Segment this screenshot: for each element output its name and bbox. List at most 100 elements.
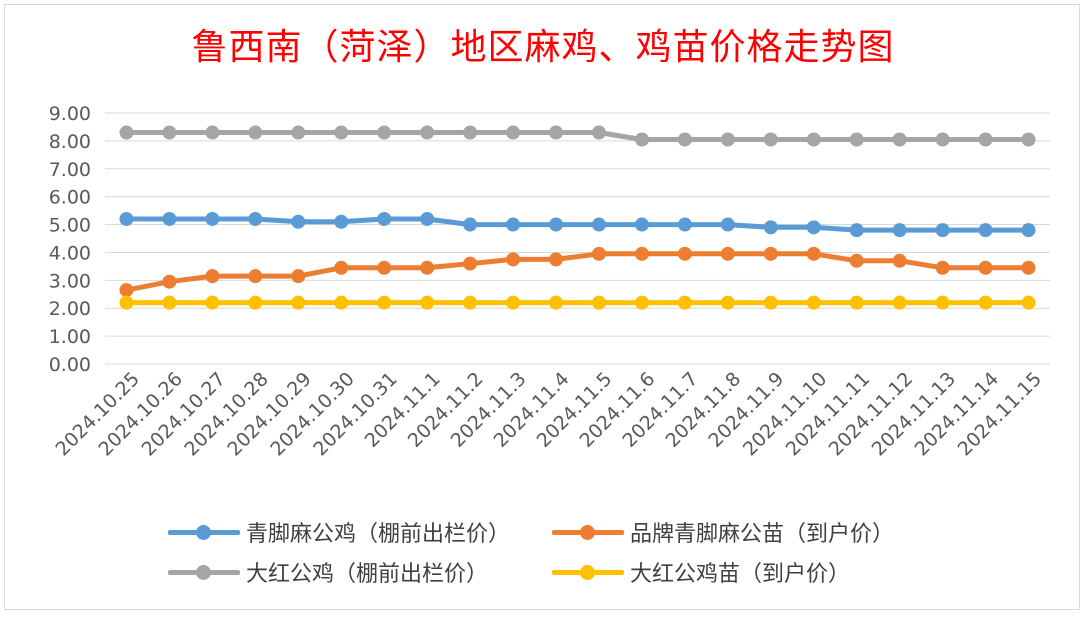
series-line-1 xyxy=(124,251,1031,293)
series-0-point-5 xyxy=(334,214,349,229)
y-tick-label-3: 3.00 xyxy=(49,270,91,292)
series-2-point-16 xyxy=(806,132,821,147)
series-3-point-17 xyxy=(849,295,864,310)
series-0-point-17 xyxy=(849,223,864,238)
series-0-point-6 xyxy=(377,211,392,226)
series-1-point-11 xyxy=(591,246,606,261)
series-1-point-18 xyxy=(892,253,907,268)
legend-swatch-series-0 xyxy=(168,518,240,546)
series-3-point-16 xyxy=(806,295,821,310)
legend-swatch-series-1 xyxy=(552,518,624,546)
series-2-point-3 xyxy=(248,125,263,140)
legend-item-series-1: 品牌青脚麻公苗（到户价） xyxy=(552,518,894,547)
series-3-point-0 xyxy=(119,295,134,310)
series-2-point-0 xyxy=(119,125,134,140)
series-3-point-12 xyxy=(634,295,649,310)
series-2-point-7 xyxy=(420,125,435,140)
series-2-point-6 xyxy=(377,125,392,140)
series-2-point-9 xyxy=(506,125,521,140)
series-3-point-18 xyxy=(892,295,907,310)
y-tick-label-6: 6.00 xyxy=(49,187,91,209)
series-1-point-16 xyxy=(806,246,821,261)
series-0-point-9 xyxy=(506,217,521,232)
series-2-point-1 xyxy=(162,125,177,140)
series-1-point-4 xyxy=(291,269,306,284)
series-3-point-19 xyxy=(935,295,950,310)
series-1-point-19 xyxy=(935,260,950,275)
series-0-point-10 xyxy=(549,217,564,232)
series-3-point-5 xyxy=(334,295,349,310)
legend-swatch-series-3 xyxy=(552,558,624,586)
legend-swatch-series-2 xyxy=(168,558,240,586)
series-0-point-11 xyxy=(591,217,606,232)
series-0-point-19 xyxy=(935,223,950,238)
series-2-point-20 xyxy=(978,132,993,147)
y-tick-label-8: 8.00 xyxy=(49,131,91,153)
series-0-point-7 xyxy=(420,211,435,226)
legend-item-series-0: 青脚麻公鸡（棚前出栏价） xyxy=(168,518,510,547)
series-1-point-20 xyxy=(978,260,993,275)
series-1-point-5 xyxy=(334,260,349,275)
series-1-point-17 xyxy=(849,253,864,268)
series-1-point-2 xyxy=(205,269,220,284)
series-3-point-21 xyxy=(1021,295,1036,310)
series-0-point-3 xyxy=(248,211,263,226)
series-3-point-4 xyxy=(291,295,306,310)
series-1-point-7 xyxy=(420,260,435,275)
series-2-point-15 xyxy=(763,132,778,147)
series-1-point-9 xyxy=(506,252,521,267)
series-0-point-2 xyxy=(205,211,220,226)
series-0-point-16 xyxy=(806,220,821,235)
legend-label-series-2: 大红公鸡（棚前出栏价） xyxy=(246,562,489,587)
series-3-point-14 xyxy=(720,295,735,310)
series-3-point-6 xyxy=(377,295,392,310)
series-0-point-12 xyxy=(634,217,649,232)
series-2-point-5 xyxy=(334,125,349,140)
series-1-point-6 xyxy=(377,260,392,275)
series-2-point-8 xyxy=(463,125,478,140)
chart-title: 鲁西南（菏泽）地区麻鸡、鸡苗价格走势图 xyxy=(191,27,895,68)
series-line-0 xyxy=(124,216,1031,233)
legend-label-series-3: 大红公鸡苗（到户价） xyxy=(630,562,851,587)
series-3-point-20 xyxy=(978,295,993,310)
series-2-point-19 xyxy=(935,132,950,147)
series-0-point-15 xyxy=(763,220,778,235)
series-1-point-13 xyxy=(677,246,692,261)
series-0-point-14 xyxy=(720,217,735,232)
series-1-point-1 xyxy=(162,274,177,289)
series-3-point-8 xyxy=(463,295,478,310)
y-tick-label-1: 1.00 xyxy=(49,326,91,348)
series-3-point-3 xyxy=(248,295,263,310)
series-1-point-10 xyxy=(549,252,564,267)
series-line-2 xyxy=(124,130,1031,142)
legend-item-series-2: 大红公鸡（棚前出栏价） xyxy=(168,558,489,587)
series-3-point-13 xyxy=(677,295,692,310)
series-2-point-4 xyxy=(291,125,306,140)
series-0-point-4 xyxy=(291,214,306,229)
series-3-point-10 xyxy=(549,295,564,310)
series-0-point-1 xyxy=(162,211,177,226)
series-2-point-17 xyxy=(849,132,864,147)
series-3-point-7 xyxy=(420,295,435,310)
series-3-point-15 xyxy=(763,295,778,310)
series-1-point-8 xyxy=(463,256,478,271)
series-3-point-11 xyxy=(591,295,606,310)
series-1-point-12 xyxy=(634,246,649,261)
series-1-point-21 xyxy=(1021,260,1036,275)
series-2-point-14 xyxy=(720,132,735,147)
series-2-point-11 xyxy=(591,125,606,140)
y-tick-label-7: 7.00 xyxy=(49,159,91,181)
series-1-point-15 xyxy=(763,246,778,261)
series-0-point-13 xyxy=(677,217,692,232)
series-2-point-12 xyxy=(634,132,649,147)
y-tick-label-4: 4.00 xyxy=(49,242,91,264)
series-2-point-2 xyxy=(205,125,220,140)
series-0-point-21 xyxy=(1021,223,1036,238)
series-2-point-18 xyxy=(892,132,907,147)
series-2-point-21 xyxy=(1021,132,1036,147)
series-0-point-20 xyxy=(978,223,993,238)
series-0-point-0 xyxy=(119,211,134,226)
y-tick-label-5: 5.00 xyxy=(49,215,91,237)
